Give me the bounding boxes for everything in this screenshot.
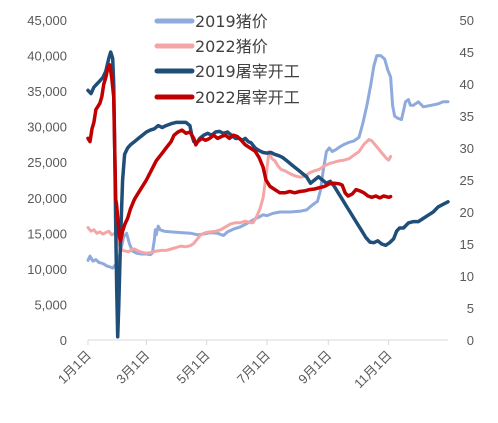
x-tick-label: 9月1日 (295, 348, 334, 387)
y-left-tick-labels: 0 5,000 10,000 15,000 20,000 25,000 30,000 35,0… (27, 13, 67, 348)
y-left-tick-label: 40,000 (27, 49, 67, 64)
series-line-0 (86, 54, 450, 270)
legend-label-2022-slaughter: 2022屠宰开工 (195, 88, 300, 107)
y-left-tick-label: 25,000 (27, 155, 67, 170)
legend-item-2019-price: 2019猪价 (154, 12, 268, 31)
y-left-tick-label: 45,000 (27, 13, 67, 28)
series-line-2 (86, 50, 450, 339)
legend-item-2019-slaughter: 2019屠宰开工 (154, 62, 300, 81)
y-right-tick-label: 15 (460, 237, 474, 252)
series-line-1 (86, 138, 393, 255)
y-left-tick-label: 30,000 (27, 120, 67, 135)
y-right-tick-label: 40 (460, 77, 474, 92)
legend-label-2019-slaughter: 2019屠宰开工 (195, 62, 300, 81)
y-left-tick-label: 10,000 (27, 262, 67, 277)
y-left-tick-label: 5,000 (34, 297, 67, 312)
y-left-tick-label: 20,000 (27, 191, 67, 206)
series-line-3 (86, 63, 393, 243)
y-right-tick-label: 20 (460, 205, 474, 220)
y-right-tick-label: 30 (460, 141, 474, 156)
legend-label-2022-price: 2022猪价 (195, 37, 268, 56)
y-left-tick-label: 15,000 (27, 226, 67, 241)
y-right-tick-label: 45 (460, 45, 474, 60)
x-tick-label: 3月1日 (113, 348, 152, 387)
y-left-tick-label: 35,000 (27, 84, 67, 99)
y-right-tick-label: 50 (460, 13, 474, 28)
x-tick-label: 11月1日 (351, 348, 395, 392)
y-right-tick-labels: 0 5 10 15 20 25 30 35 40 45 50 (460, 13, 474, 348)
x-tick-label: 5月1日 (174, 348, 213, 387)
legend-item-2022-slaughter: 2022屠宰开工 (154, 88, 300, 107)
x-tick-label: 1月1日 (55, 348, 94, 387)
y-right-tick-label: 35 (460, 109, 474, 124)
y-right-tick-label: 0 (467, 333, 474, 348)
y-left-tick-label: 0 (60, 333, 67, 348)
y-right-tick-label: 10 (460, 269, 474, 284)
x-tick-label: 7月1日 (234, 348, 273, 387)
x-tick-labels: 1月1日 3月1日 5月1日 7月1日 9月1日 11月1日 (55, 340, 395, 391)
y-right-tick-label: 25 (460, 173, 474, 188)
legend-label-2019-price: 2019猪价 (195, 12, 268, 31)
y-right-tick-label: 5 (467, 301, 474, 316)
series-lines (86, 50, 450, 339)
legend: 2019猪价 2022猪价 2019屠宰开工 2022屠宰开工 (154, 12, 300, 107)
legend-item-2022-price: 2022猪价 (154, 37, 268, 56)
